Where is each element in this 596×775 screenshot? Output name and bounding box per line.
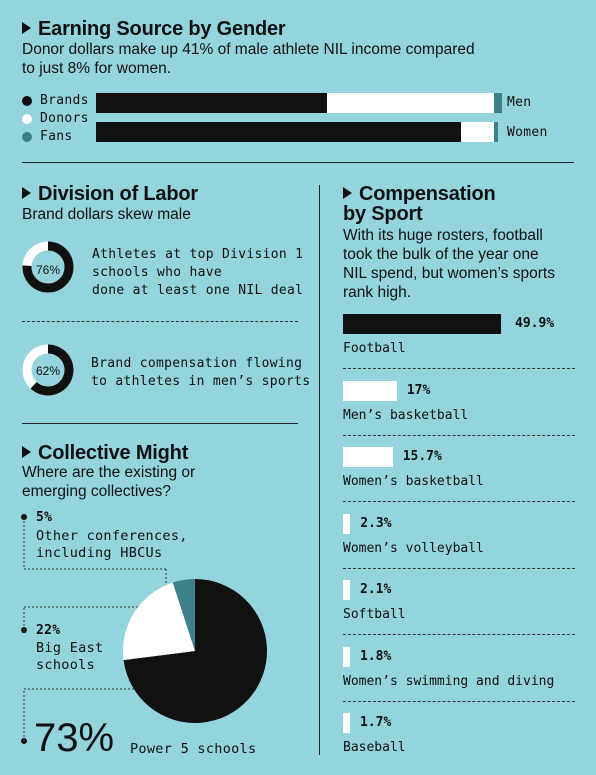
legend-item-donors: Donors bbox=[22, 111, 89, 126]
pie-slices bbox=[123, 579, 267, 723]
compensation-subtitle: With its huge rosters, football took the… bbox=[343, 227, 555, 301]
sport-bar bbox=[343, 447, 393, 467]
division-subtitle: Brand dollars skew male bbox=[22, 206, 191, 223]
sport-value-label: 15.7% bbox=[402, 449, 442, 464]
sport-category-label: Softball bbox=[343, 607, 406, 622]
sport-category-label: Women’s basketball bbox=[343, 474, 484, 489]
donut-value-76: 76% bbox=[35, 263, 61, 277]
dashed-divider bbox=[22, 321, 298, 322]
stat-description-76: Athletes at top Division 1 schools who h… bbox=[92, 247, 304, 298]
sport-value-label: 2.1% bbox=[360, 582, 392, 597]
donut-arc bbox=[22, 241, 74, 293]
collective-value-power5: 73% bbox=[34, 716, 115, 760]
bar-segment-fans bbox=[493, 93, 502, 113]
sport-category-label: Football bbox=[343, 341, 406, 356]
dashed-divider bbox=[343, 501, 575, 502]
triangle-icon bbox=[343, 187, 352, 199]
collective-subtitle: Where are the existing or emerging colle… bbox=[22, 464, 196, 500]
legend-item-brands: Brands bbox=[22, 93, 89, 108]
collective-label-big-east: Big East schools bbox=[36, 640, 104, 673]
legend-swatch bbox=[22, 95, 32, 106]
dashed-divider bbox=[343, 634, 575, 635]
dashed-divider bbox=[343, 700, 575, 702]
triangle-icon bbox=[22, 446, 31, 458]
sport-category-label: Men’s basketball bbox=[343, 407, 469, 423]
stat-description-62: Brand compensation flowing to athletes i… bbox=[91, 356, 311, 389]
pie-slice-other bbox=[172, 579, 195, 651]
stacked-bar-men bbox=[96, 93, 502, 113]
sport-category-label: Women’s volleyball bbox=[343, 540, 484, 556]
sport-category-label: Baseball bbox=[343, 740, 406, 755]
sport-value-label: 1.8% bbox=[360, 648, 392, 664]
earning-title: Earning Source by Gender bbox=[22, 19, 286, 39]
pie-slice-power5 bbox=[123, 579, 267, 723]
collective-leaders bbox=[21, 514, 167, 744]
sport-value-label: 1.7% bbox=[360, 715, 392, 730]
bar-label-men: Men bbox=[507, 95, 532, 110]
bar-label-women: Women bbox=[507, 125, 548, 140]
donut-chart-62 bbox=[22, 344, 74, 396]
collective-title: Collective Might bbox=[22, 443, 188, 463]
collective-pie-chart bbox=[123, 579, 267, 723]
stacked-bar-women bbox=[96, 122, 502, 142]
donut-arc bbox=[30, 344, 74, 396]
compensation-title: Compensation by Sport bbox=[343, 183, 496, 225]
sport-bar bbox=[343, 580, 350, 600]
triangle-icon bbox=[22, 22, 31, 34]
bar-segment-brands bbox=[96, 93, 328, 113]
bar-segment-fans bbox=[493, 122, 498, 142]
dashed-divider bbox=[343, 434, 575, 436]
sport-value-label: 49.9% bbox=[515, 316, 555, 331]
sport-bar bbox=[343, 646, 350, 667]
sport-value-label: 2.3% bbox=[360, 515, 392, 531]
sport-bar bbox=[343, 380, 397, 401]
section-divider bbox=[22, 162, 574, 163]
sport-value-label: 17% bbox=[406, 382, 431, 398]
dashed-divider bbox=[343, 567, 575, 569]
bar-segment-donors bbox=[327, 93, 494, 113]
dashed-divider bbox=[343, 368, 575, 369]
earning-subtitle: Donor dollars make up 41% of male athlet… bbox=[22, 41, 475, 77]
section-divider bbox=[22, 423, 298, 424]
pie-slice-big-east bbox=[123, 582, 195, 661]
triangle-icon bbox=[22, 187, 31, 199]
sport-category-label: Women’s swimming and diving bbox=[343, 673, 555, 689]
legend-swatch bbox=[22, 113, 32, 124]
collective-value-other: 5% bbox=[36, 510, 53, 525]
sport-bar bbox=[343, 713, 350, 733]
sport-bar bbox=[343, 513, 351, 534]
collective-label-power5: Power 5 schools bbox=[130, 741, 257, 757]
collective-value-big-east: 22% bbox=[36, 623, 61, 638]
collective-label-other: Other conferences, including HBCUs bbox=[36, 528, 188, 561]
column-divider bbox=[319, 185, 320, 755]
legend-swatch bbox=[22, 131, 32, 142]
division-title: Division of Labor bbox=[22, 184, 198, 204]
legend-item-fans: Fans bbox=[22, 129, 73, 144]
sport-bar bbox=[343, 314, 501, 334]
bar-segment-donors bbox=[461, 122, 494, 142]
donut-value-62: 62% bbox=[35, 364, 61, 378]
donut-chart-76 bbox=[22, 241, 74, 293]
bar-segment-brands bbox=[96, 122, 462, 142]
